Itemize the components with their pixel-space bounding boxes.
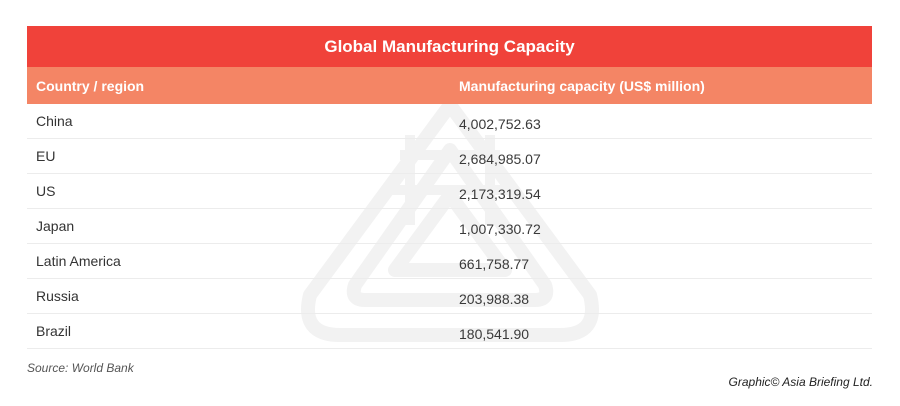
table-row: Latin America 661,758.77	[27, 244, 872, 279]
cell-capacity: 4,002,752.63	[459, 116, 541, 132]
table-row: Brazil 180,541.90	[27, 314, 872, 349]
table-row: Russia 203,988.38	[27, 279, 872, 314]
cell-country: EU	[36, 148, 56, 164]
table-row: EU 2,684,985.07	[27, 139, 872, 174]
data-table: Global Manufacturing Capacity Country / …	[27, 26, 872, 349]
cell-capacity: 661,758.77	[459, 256, 530, 272]
cell-country: China	[36, 113, 73, 129]
table-row: China 4,002,752.63	[27, 104, 872, 139]
cell-country: Japan	[36, 218, 75, 234]
table-title: Global Manufacturing Capacity	[27, 26, 872, 67]
cell-country: US	[36, 183, 56, 199]
table-row: Japan 1,007,330.72	[27, 209, 872, 244]
cell-country: Brazil	[36, 323, 72, 339]
column-header-country: Country / region	[36, 77, 145, 94]
cell-capacity: 2,173,319.54	[459, 186, 541, 202]
cell-capacity: 2,684,985.07	[459, 151, 541, 167]
table-row: US 2,173,319.54	[27, 174, 872, 209]
cell-capacity: 203,988.38	[459, 291, 530, 307]
cell-country: Latin America	[36, 253, 121, 269]
column-header-capacity: Manufacturing capacity (US$ million)	[459, 77, 705, 94]
cell-capacity: 180,541.90	[459, 326, 530, 342]
source-note: Source: World Bank	[27, 361, 134, 375]
cell-country: Russia	[36, 288, 79, 304]
graphic-credit: Graphic© Asia Briefing Ltd.	[728, 375, 873, 389]
cell-capacity: 1,007,330.72	[459, 221, 541, 237]
table-header-row: Country / region Manufacturing capacity …	[27, 67, 872, 104]
table-body: China 4,002,752.63 EU 2,684,985.07 US 2,173,3…	[27, 104, 872, 349]
